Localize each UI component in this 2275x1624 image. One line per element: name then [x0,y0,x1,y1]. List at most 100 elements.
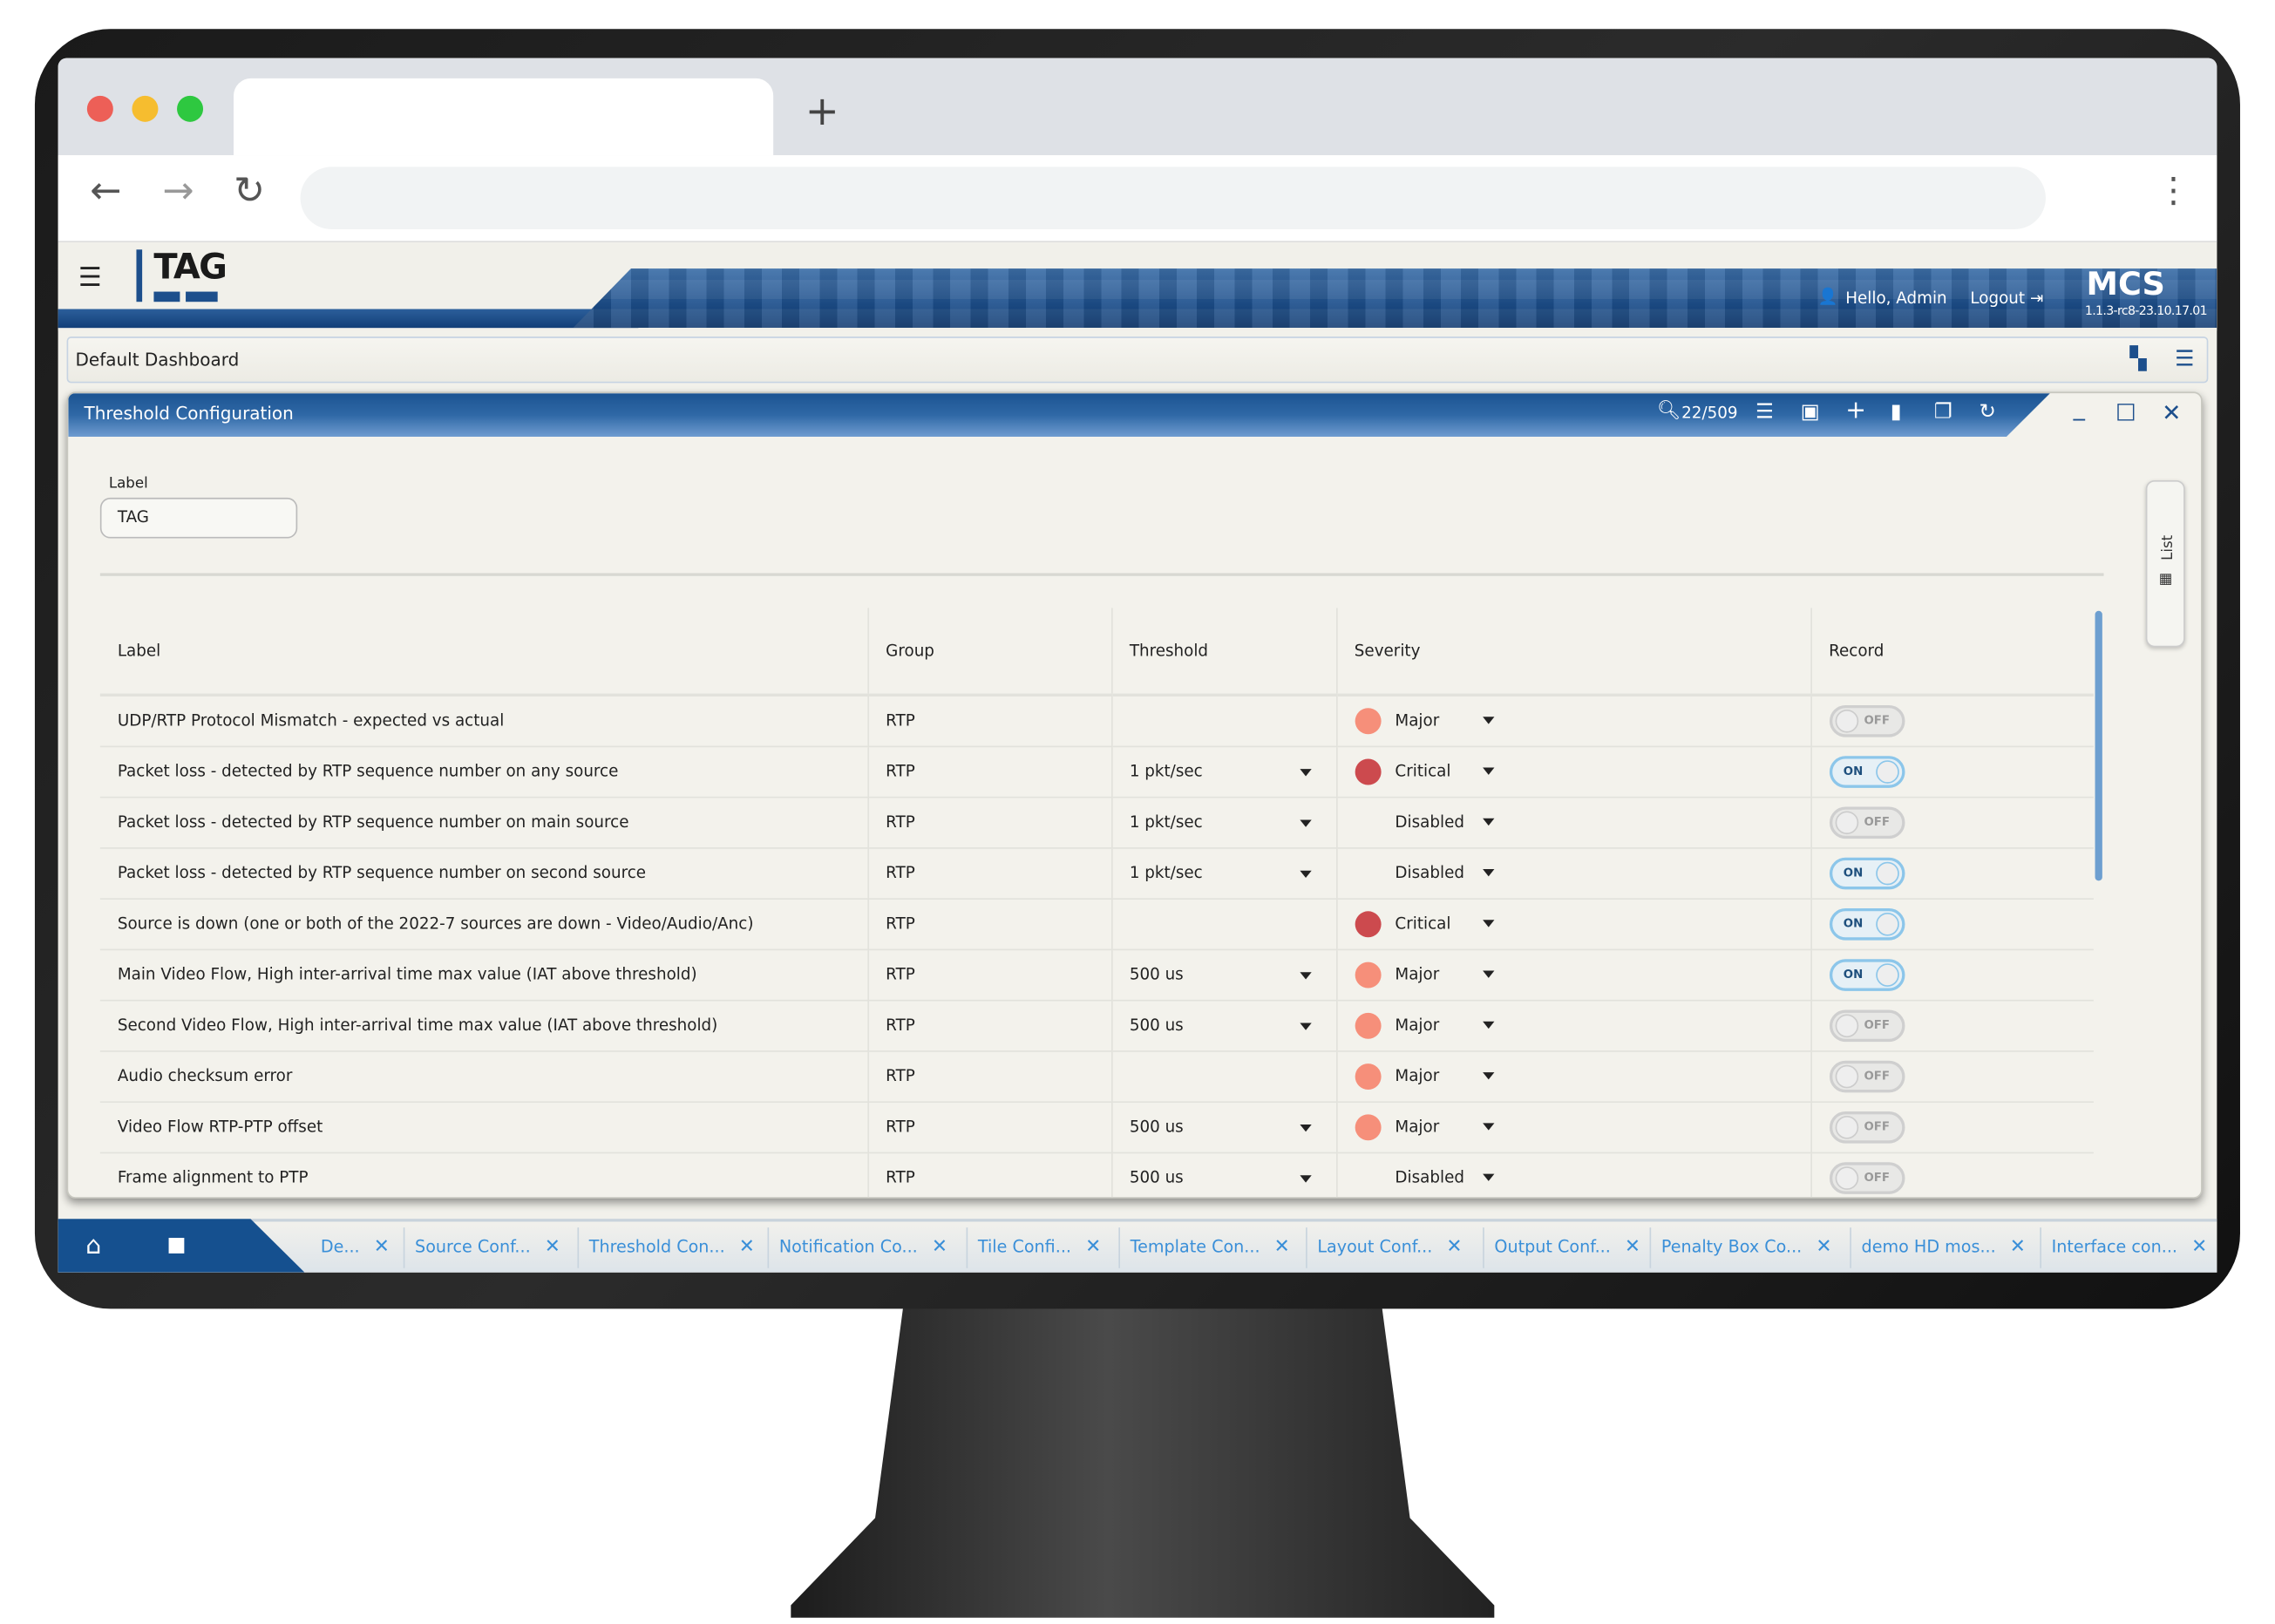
chevron-down-icon[interactable] [1482,970,1494,978]
taskbar-tab[interactable]: Output Conf... ✕ [1494,1236,1640,1258]
search-icon[interactable]: 🔍︎ [1656,400,1681,423]
row-severity[interactable]: Major [1336,1050,1812,1103]
taskbar-tab[interactable]: demo HD mos... ✕ [1862,1236,2026,1258]
close-icon[interactable]: ✕ [738,1236,755,1259]
row-threshold[interactable]: 500 us [1111,999,1337,1051]
hamburger-menu-icon[interactable]: ☰ [78,262,102,294]
row-severity[interactable]: Critical [1336,898,1812,950]
col-threshold[interactable]: Threshold [1111,608,1337,696]
close-panel-icon[interactable]: ✕ [2162,398,2182,427]
chevron-down-icon[interactable] [1299,971,1311,979]
chevron-down-icon[interactable] [1482,1072,1494,1080]
add-icon[interactable]: + [1845,396,1866,425]
scrollbar-thumb[interactable] [2095,610,2102,881]
close-icon[interactable]: ✕ [1085,1236,1102,1259]
chevron-down-icon[interactable] [1482,1021,1494,1029]
browser-menu-button[interactable]: ⋮ [2156,169,2191,211]
row-threshold[interactable]: 1 pkt/sec [1111,796,1337,848]
row-severity[interactable]: Major [1336,1101,1812,1153]
forward-button[interactable]: → [162,169,194,214]
row-severity[interactable]: Major [1336,999,1812,1051]
close-icon[interactable]: ✕ [544,1236,560,1259]
camera-icon[interactable]: ■ [166,1233,187,1257]
taskbar-tab[interactable]: Penalty Box Co... ✕ [1661,1236,1832,1258]
maximize-panel-icon[interactable]: ☐ [2115,398,2136,427]
taskbar-tab[interactable]: Threshold Con... ✕ [589,1236,755,1258]
chevron-down-icon[interactable] [1482,818,1494,826]
table-row[interactable]: Main Video Flow, High inter-arrival time… [99,948,2094,1001]
label-input[interactable]: TAG [99,497,298,539]
row-severity[interactable]: Disabled [1336,847,1812,900]
table-row[interactable]: Packet loss - detected by RTP sequence n… [99,847,2094,900]
close-icon[interactable]: ✕ [1816,1236,1832,1259]
maximize-window-button[interactable] [177,95,204,122]
new-tab-button[interactable]: + [805,86,839,135]
chevron-down-icon[interactable] [1299,768,1311,776]
close-icon[interactable]: ✕ [931,1236,947,1259]
row-threshold[interactable]: 1 pkt/sec [1111,847,1337,900]
row-threshold[interactable]: 500 us [1111,1101,1337,1153]
minimize-panel-icon[interactable]: _ [2073,393,2085,421]
taskbar-tab[interactable]: Notification Co... ✕ [779,1236,947,1258]
chevron-down-icon[interactable] [1299,1022,1311,1029]
list-icon[interactable]: ☰ [1755,400,1774,425]
home-icon[interactable]: ⌂ [85,1232,102,1261]
minimize-window-button[interactable] [132,95,159,122]
chevron-down-icon[interactable] [1299,869,1311,878]
taskbar-tab[interactable]: Template Con... ✕ [1131,1236,1290,1258]
delete-icon[interactable]: ▮ [1890,400,1902,425]
chevron-down-icon[interactable] [1482,920,1494,928]
logout-button[interactable]: Logout ⇥ [1970,289,2043,308]
browser-tab[interactable] [233,78,774,156]
save-icon[interactable]: ▣ [1800,400,1820,425]
row-severity[interactable]: Major [1336,948,1812,1001]
close-icon[interactable]: ✕ [1446,1236,1463,1259]
taskbar-tab[interactable]: Source Conf... ✕ [415,1236,560,1258]
record-toggle[interactable]: ON [1829,958,1905,991]
taskbar-tab[interactable]: Tile Confi... ✕ [978,1236,1101,1258]
col-record[interactable]: Record [1810,608,2094,696]
back-button[interactable]: ← [90,169,122,214]
record-toggle[interactable]: OFF [1829,1009,1905,1042]
table-row[interactable]: Video Flow RTP-PTP offset RTP 500 us Major O… [99,1101,2094,1153]
col-group[interactable]: Group [867,608,1112,696]
close-icon[interactable]: ✕ [1273,1236,1290,1259]
table-row[interactable]: Source is down (one or both of the 2022-… [99,898,2094,950]
chevron-down-icon[interactable] [1482,869,1494,877]
col-label[interactable]: Label [99,608,869,696]
address-bar[interactable] [300,166,2046,229]
record-toggle[interactable]: ON [1829,856,1905,889]
row-severity[interactable]: Disabled [1336,796,1812,848]
chevron-down-icon[interactable] [1299,819,1311,826]
col-severity[interactable]: Severity [1336,608,1812,696]
reload-button[interactable]: ↻ [233,169,266,214]
row-severity[interactable]: Critical [1336,745,1812,798]
refresh-icon[interactable]: ↻ [1979,400,1996,425]
chevron-down-icon[interactable] [1482,1123,1494,1131]
row-threshold[interactable]: 500 us [1111,1152,1337,1198]
close-icon[interactable]: ✕ [2191,1236,2208,1259]
record-toggle[interactable]: OFF [1829,704,1905,737]
taskbar-tab[interactable]: Layout Conf... ✕ [1317,1236,1462,1258]
copy-icon[interactable]: ❐ [1933,400,1952,425]
dashboard-list-icon[interactable]: ☰ [2175,345,2195,372]
taskbar-tab[interactable]: De... ✕ [321,1236,390,1258]
table-row[interactable]: Frame alignment to PTP RTP 500 us Disabled O… [99,1152,2094,1198]
chevron-down-icon[interactable] [1299,1174,1311,1182]
list-side-tab[interactable]: List ▦ [2145,479,2185,648]
chevron-down-icon[interactable] [1482,767,1494,775]
row-severity[interactable]: Major [1336,695,1812,747]
taskbar-tab[interactable]: Interface con... ✕ [2052,1236,2208,1258]
record-toggle[interactable]: OFF [1829,1161,1905,1194]
table-row[interactable]: Audio checksum error RTP Major OFF [99,1050,2094,1103]
record-toggle[interactable]: ON [1829,907,1905,940]
row-severity[interactable]: Disabled [1336,1152,1812,1198]
close-window-button[interactable] [86,95,113,122]
row-threshold[interactable]: 500 us [1111,948,1337,1001]
chevron-down-icon[interactable] [1482,717,1494,725]
table-row[interactable]: Packet loss - detected by RTP sequence n… [99,796,2094,848]
chevron-down-icon[interactable] [1299,1124,1311,1131]
row-threshold[interactable]: 1 pkt/sec [1111,745,1337,798]
table-row[interactable]: UDP/RTP Protocol Mismatch - expected vs … [99,695,2094,747]
record-toggle[interactable]: OFF [1829,805,1905,839]
